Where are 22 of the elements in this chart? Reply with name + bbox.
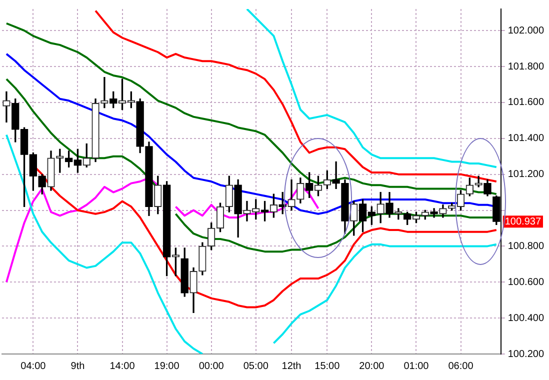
y-tick-label: 101.200: [508, 169, 544, 180]
x-tick-label: 15:00: [314, 360, 340, 372]
y-tick-label: 102.000: [508, 25, 544, 36]
x-tick-label: 00:00: [198, 360, 224, 372]
x-tick-label: 06:00: [448, 360, 474, 372]
candlestick: [430, 208, 438, 218]
x-tick-label: 01:00: [404, 360, 430, 372]
text: 100.937: [504, 216, 542, 228]
y-tick-label: 100.600: [508, 276, 544, 288]
x-tick-label: 20:00: [359, 360, 385, 372]
x-tick-label: 9th: [70, 360, 85, 372]
y-tick-label: 101.800: [508, 61, 544, 72]
x-tick-label: 19:00: [154, 360, 180, 372]
x-tick-label: 12th: [282, 360, 302, 372]
x-tick-label: 04:00: [20, 360, 46, 372]
y-tick-label: 100.400: [508, 312, 544, 324]
y-tick-label: 101.400: [508, 133, 544, 144]
y-tick-label: 100.800: [508, 240, 544, 252]
x-tick-label: 14:00: [110, 360, 136, 372]
y-tick-label: 101.600: [508, 97, 544, 108]
x-tick-label: 05:00: [243, 360, 269, 372]
y-tick-label: 100.200: [508, 348, 544, 360]
